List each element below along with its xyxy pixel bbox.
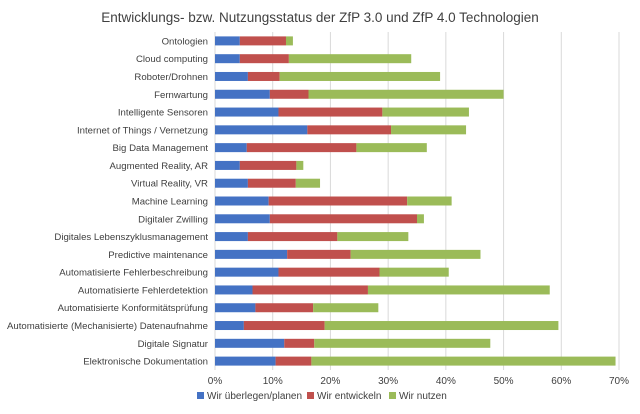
bar-segment-1 bbox=[215, 338, 285, 348]
x-tick-label: 30% bbox=[378, 376, 398, 387]
category-label: Digitale Signatur bbox=[138, 339, 209, 350]
category-label: Predictive maintenance bbox=[108, 250, 208, 261]
bar-segment-2 bbox=[252, 285, 368, 295]
chart-title: Entwicklungs- bzw. Nutzungsstatus der Zf… bbox=[101, 10, 539, 25]
bar-segment-2 bbox=[307, 125, 392, 135]
bar-segment-1 bbox=[215, 303, 256, 313]
bar-segment-2 bbox=[287, 249, 351, 259]
bar-segment-2 bbox=[275, 356, 312, 366]
bar-segment-3 bbox=[288, 54, 412, 64]
bar-segment-2 bbox=[284, 338, 315, 348]
bar-segment-3 bbox=[337, 232, 409, 242]
bar-segment-2 bbox=[247, 178, 296, 188]
legend-swatch bbox=[197, 392, 204, 399]
category-label: Fernwartung bbox=[154, 90, 208, 101]
bar-segment-1 bbox=[215, 36, 240, 46]
bar-segment-2 bbox=[247, 71, 280, 81]
legend-label: Wir nutzen bbox=[399, 391, 447, 402]
category-label: Intelligente Sensoren bbox=[118, 108, 208, 119]
bar-segment-2 bbox=[269, 214, 417, 224]
legend: Wir überlegen/planen Wir entwickeln Wir nu… bbox=[197, 391, 447, 402]
category-label: Automatisierte Fehlerdetektion bbox=[78, 285, 208, 296]
bar-segment-1 bbox=[215, 125, 308, 135]
bar-segment-3 bbox=[324, 321, 559, 331]
x-tick-label: 0% bbox=[208, 376, 223, 387]
bar-segment-1 bbox=[215, 214, 270, 224]
bar-segment-2 bbox=[246, 143, 357, 153]
bar-segment-2 bbox=[268, 196, 408, 206]
bars bbox=[215, 36, 616, 366]
bar-segment-2 bbox=[278, 107, 383, 117]
bar-segment-2 bbox=[243, 321, 325, 331]
bar-segment-2 bbox=[239, 36, 286, 46]
bar-segment-1 bbox=[215, 107, 279, 117]
bar-segment-1 bbox=[215, 285, 253, 295]
legend-label: Wir entwickeln bbox=[317, 391, 381, 402]
bar-segment-2 bbox=[269, 89, 309, 99]
bar-segment-1 bbox=[215, 71, 248, 81]
bar-segment-3 bbox=[313, 303, 379, 313]
legend-swatch bbox=[307, 392, 314, 399]
bar-segment-2 bbox=[278, 267, 380, 277]
bar-segment-3 bbox=[295, 178, 321, 188]
category-label: Ontologien bbox=[162, 36, 208, 47]
category-labels: Ontologien Cloud computing Roboter/Drohnen… bbox=[7, 36, 209, 367]
bar-segment-1 bbox=[215, 54, 240, 64]
x-tick-label: 20% bbox=[320, 376, 340, 387]
bar-segment-1 bbox=[215, 178, 248, 188]
bar-segment-1 bbox=[215, 249, 288, 259]
category-label: Digitaler Zwilling bbox=[138, 214, 208, 225]
category-label: Cloud computing bbox=[136, 54, 208, 65]
x-tick-label: 70% bbox=[609, 376, 629, 387]
bar-segment-3 bbox=[296, 160, 304, 170]
bar-segment-1 bbox=[215, 160, 240, 170]
category-label: Digitales Lebenszyklusmanagement bbox=[54, 232, 208, 243]
bar-segment-1 bbox=[215, 143, 247, 153]
x-tick-label: 40% bbox=[436, 376, 456, 387]
bar-segment-3 bbox=[285, 36, 293, 46]
bar-segment-3 bbox=[367, 285, 550, 295]
bar-segment-1 bbox=[215, 267, 279, 277]
bar-segment-1 bbox=[215, 321, 244, 331]
category-label: Automatisierte Konformitätsprüfung bbox=[58, 303, 208, 314]
bar-segment-3 bbox=[350, 249, 481, 259]
bar-segment-3 bbox=[382, 107, 469, 117]
category-label: Elektronische Dokumentation bbox=[83, 357, 208, 368]
category-label: Automatisierte (Mechanisierte) Datenaufn… bbox=[7, 321, 208, 332]
bar-segment-2 bbox=[239, 54, 289, 64]
bar-segment-3 bbox=[407, 196, 452, 206]
bar-segment-3 bbox=[379, 267, 449, 277]
x-tick-label: 60% bbox=[551, 376, 571, 387]
bar-segment-3 bbox=[356, 143, 427, 153]
category-label: Internet of Things / Vernetzung bbox=[77, 125, 208, 136]
category-label: Machine Learning bbox=[132, 197, 208, 208]
x-tick-label: 50% bbox=[494, 376, 514, 387]
bar-segment-3 bbox=[308, 89, 504, 99]
bar-segment-1 bbox=[215, 356, 276, 366]
bar-segment-1 bbox=[215, 196, 269, 206]
bar-segment-1 bbox=[215, 89, 270, 99]
category-label: Automatisierte Fehlerbeschreibung bbox=[59, 268, 208, 279]
category-label: Virtual Reality, VR bbox=[131, 179, 208, 190]
bar-segment-2 bbox=[247, 232, 338, 242]
bar-segment-3 bbox=[417, 214, 424, 224]
bar-segment-2 bbox=[239, 160, 297, 170]
bar-segment-1 bbox=[215, 232, 248, 242]
bar-segment-3 bbox=[279, 71, 441, 81]
category-label: Roboter/Drohnen bbox=[134, 72, 208, 83]
bar-segment-3 bbox=[314, 338, 491, 348]
bar-segment-2 bbox=[255, 303, 314, 313]
bar-segment-3 bbox=[391, 125, 467, 135]
category-label: Big Data Management bbox=[113, 143, 209, 154]
x-tick-label: 10% bbox=[263, 376, 283, 387]
legend-label: Wir überlegen/planen bbox=[207, 391, 302, 402]
category-label: Augmented Reality, AR bbox=[110, 161, 209, 172]
legend-swatch bbox=[389, 392, 396, 399]
x-tick-labels: 0% 10% 20% 30% 40% 50% 60% 70% bbox=[208, 376, 629, 387]
bar-segment-3 bbox=[311, 356, 616, 366]
